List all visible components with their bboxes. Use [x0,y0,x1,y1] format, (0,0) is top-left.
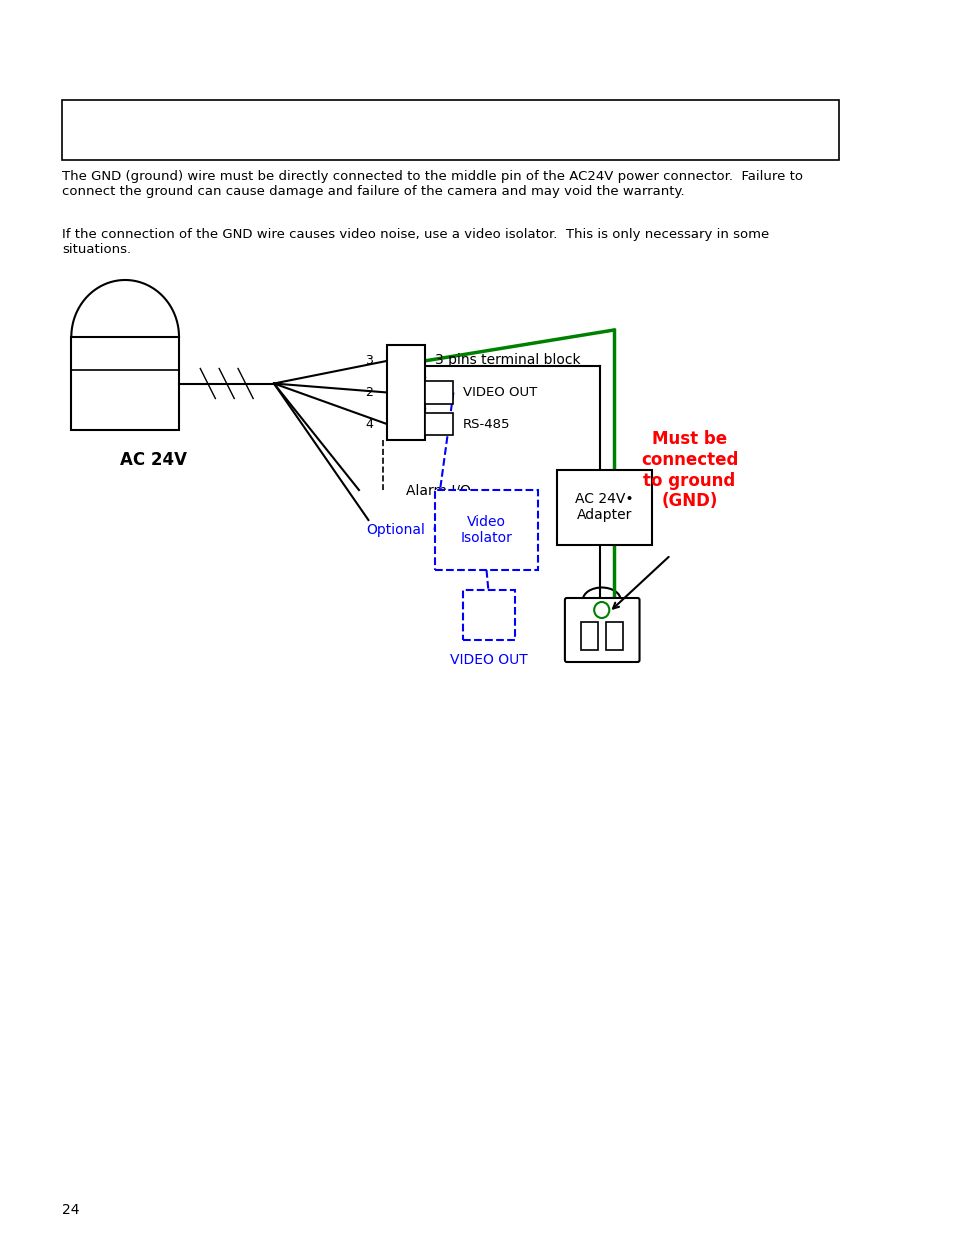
Text: If the connection of the GND wire causes video noise, use a video isolator.  Thi: If the connection of the GND wire causes… [62,228,769,256]
Text: 2: 2 [365,386,373,399]
FancyBboxPatch shape [564,598,639,661]
Text: 3 pins terminal block: 3 pins terminal block [434,353,579,367]
Text: Optional: Optional [366,523,425,537]
Bar [605,622,622,650]
Text: AC 24V•
Adapter: AC 24V• Adapter [575,492,633,522]
Bar [462,590,515,640]
Bar [557,470,651,545]
Bar [71,337,179,431]
Text: RS-485: RS-485 [462,418,510,431]
Bar [580,622,598,650]
Circle shape [594,602,609,618]
Text: AC 24V: AC 24V [119,451,187,469]
Text: Video
Isolator: Video Isolator [460,515,512,545]
Bar [434,490,537,570]
Bar [425,382,453,403]
Text: VIDEO OUT: VIDEO OUT [462,386,537,399]
Text: 4: 4 [365,418,373,431]
Text: The GND (ground) wire must be directly connected to the middle pin of the AC24V : The GND (ground) wire must be directly c… [62,170,802,198]
Text: Alarm I/O: Alarm I/O [406,483,471,497]
Bar [387,344,425,441]
Text: 3: 3 [365,354,373,367]
Text: 24: 24 [62,1203,80,1217]
Bar [62,100,838,160]
Text: VIDEO OUT: VIDEO OUT [449,653,527,666]
Text: Must be
connected
to ground
(GND): Must be connected to ground (GND) [640,431,738,510]
Bar [425,413,453,436]
